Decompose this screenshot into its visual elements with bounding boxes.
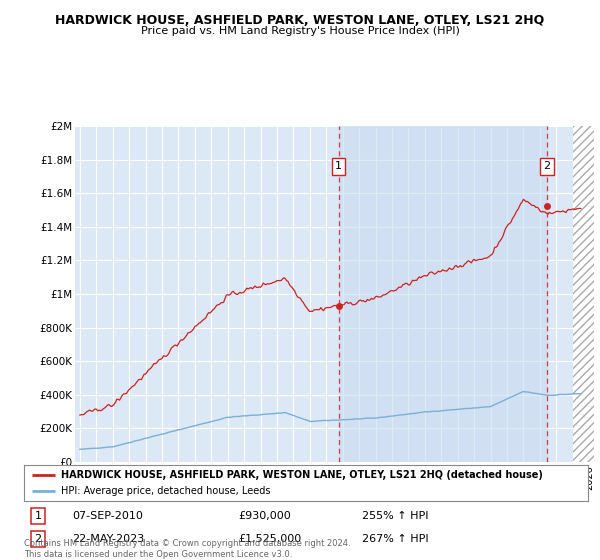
Text: HARDWICK HOUSE, ASHFIELD PARK, WESTON LANE, OTLEY, LS21 2HQ: HARDWICK HOUSE, ASHFIELD PARK, WESTON LA…: [55, 14, 545, 27]
Text: Contains HM Land Registry data © Crown copyright and database right 2024.
This d: Contains HM Land Registry data © Crown c…: [24, 539, 350, 559]
Text: £930,000: £930,000: [238, 511, 291, 521]
Text: 07-SEP-2010: 07-SEP-2010: [72, 511, 143, 521]
Text: HPI: Average price, detached house, Leeds: HPI: Average price, detached house, Leed…: [61, 487, 270, 496]
Text: 22-MAY-2023: 22-MAY-2023: [72, 534, 144, 544]
Text: 1: 1: [335, 161, 342, 171]
Text: Price paid vs. HM Land Registry's House Price Index (HPI): Price paid vs. HM Land Registry's House …: [140, 26, 460, 36]
Text: 255% ↑ HPI: 255% ↑ HPI: [362, 511, 429, 521]
Bar: [338, 126, 547, 462]
Text: HARDWICK HOUSE, ASHFIELD PARK, WESTON LANE, OTLEY, LS21 2HQ (detached house): HARDWICK HOUSE, ASHFIELD PARK, WESTON LA…: [61, 470, 542, 479]
Text: 2: 2: [35, 534, 41, 544]
Text: 267% ↑ HPI: 267% ↑ HPI: [362, 534, 429, 544]
Text: 1: 1: [35, 511, 41, 521]
Text: £1,525,000: £1,525,000: [238, 534, 302, 544]
Text: 2: 2: [543, 161, 550, 171]
